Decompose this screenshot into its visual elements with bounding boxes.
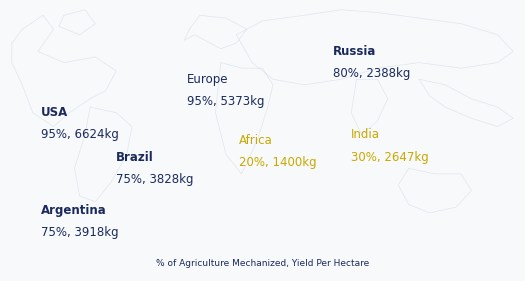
Text: % of Agriculture Mechanized, Yield Per Hectare: % of Agriculture Mechanized, Yield Per H… <box>156 259 369 268</box>
Text: 80%, 2388kg: 80%, 2388kg <box>333 67 411 80</box>
Text: 95%, 6624kg: 95%, 6624kg <box>40 128 119 141</box>
Text: Brazil: Brazil <box>116 151 154 164</box>
Text: Africa: Africa <box>239 134 273 147</box>
Text: 75%, 3828kg: 75%, 3828kg <box>116 173 194 186</box>
Text: Europe: Europe <box>187 73 228 86</box>
Text: 75%, 3918kg: 75%, 3918kg <box>40 226 118 239</box>
Text: 95%, 5373kg: 95%, 5373kg <box>187 95 264 108</box>
Text: Russia: Russia <box>333 45 376 58</box>
Text: India: India <box>351 128 380 141</box>
Text: 20%, 1400kg: 20%, 1400kg <box>239 156 317 169</box>
Text: USA: USA <box>40 106 68 119</box>
Text: 30%, 2647kg: 30%, 2647kg <box>351 151 429 164</box>
Text: Argentina: Argentina <box>40 203 106 217</box>
